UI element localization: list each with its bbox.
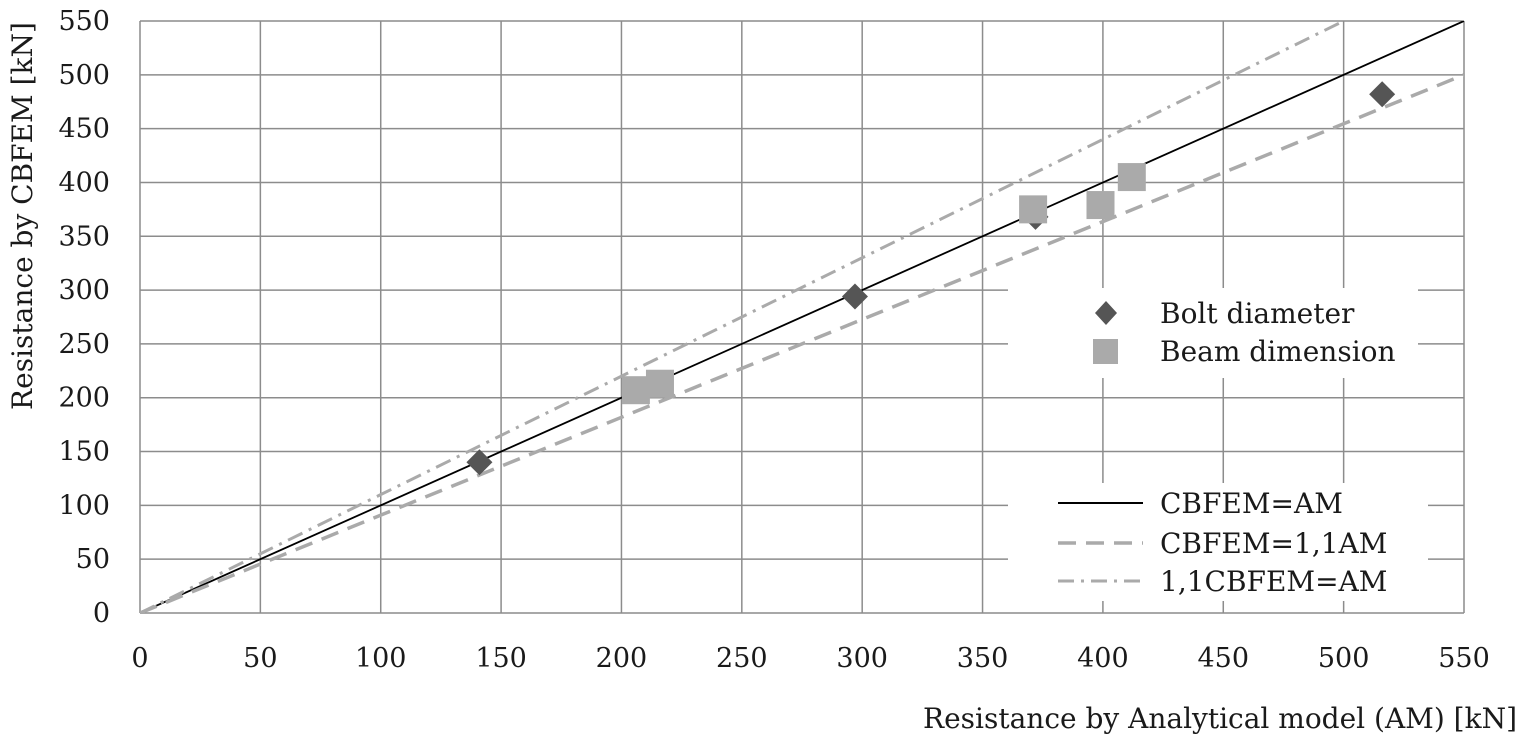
x-tick-label-11: 550 bbox=[1438, 643, 1490, 674]
point-1-2 bbox=[1019, 195, 1048, 224]
x-tick-label-9: 450 bbox=[1197, 643, 1249, 674]
legend-label-11cbfem-am: 1,1CBFEM=AM bbox=[1160, 565, 1387, 598]
x-tick-label-3: 150 bbox=[475, 643, 527, 674]
legend-label-cbfem-11am: CBFEM=1,1AM bbox=[1160, 527, 1387, 560]
legend-lines: CBFEM=AM CBFEM=1,1AM 1,1CBFEM=AM bbox=[1008, 483, 1428, 601]
y-tick-label-3: 150 bbox=[58, 437, 110, 468]
legend-label-beam-dimension: Beam dimension bbox=[1160, 335, 1396, 368]
x-tick-label-2: 100 bbox=[355, 643, 407, 674]
x-tick-label-8: 400 bbox=[1077, 643, 1129, 674]
x-tick-label-4: 200 bbox=[596, 643, 648, 674]
y-tick-label-11: 550 bbox=[58, 6, 110, 37]
reference-line-1 bbox=[140, 73, 1464, 613]
point-0-3 bbox=[1369, 81, 1396, 108]
point-1-4 bbox=[1117, 163, 1146, 192]
point-1-1 bbox=[645, 369, 674, 398]
y-tick-label-10: 500 bbox=[58, 60, 110, 91]
x-tick-label-5: 250 bbox=[716, 643, 768, 674]
y-tick-label-1: 50 bbox=[76, 544, 110, 575]
y-axis-ticks: 0 50 100 150 200 250 300 350 400 450 500 550 bbox=[58, 6, 110, 629]
y-tick-label-0: 0 bbox=[93, 598, 110, 629]
legend-marker-beam-dimension-icon bbox=[1093, 339, 1118, 364]
point-1-3 bbox=[1086, 191, 1115, 220]
y-axis-title: Resistance by CBFEM [kN] bbox=[6, 22, 39, 410]
point-0-1 bbox=[841, 283, 868, 310]
reference-lines bbox=[140, 21, 1464, 613]
point-0-0 bbox=[466, 449, 493, 476]
x-tick-label-6: 300 bbox=[836, 643, 888, 674]
legend-markers: Bolt diameter Beam dimension bbox=[1008, 288, 1418, 378]
legend-label-cbfem-am: CBFEM=AM bbox=[1160, 487, 1343, 520]
x-axis-ticks: 0 50 100 150 200 250 300 350 400 450 500 550 bbox=[131, 643, 1489, 674]
x-tick-label-1: 50 bbox=[243, 643, 277, 674]
data-points bbox=[466, 81, 1396, 476]
y-tick-label-6: 300 bbox=[58, 275, 110, 306]
legend-marker-bolt-diameter-icon bbox=[1095, 301, 1117, 325]
legend-markers-background bbox=[1008, 288, 1418, 378]
y-tick-label-2: 100 bbox=[58, 490, 110, 521]
y-tick-label-5: 250 bbox=[58, 329, 110, 360]
reference-line-0 bbox=[140, 21, 1464, 613]
y-tick-label-8: 400 bbox=[58, 167, 110, 198]
y-tick-label-9: 450 bbox=[58, 114, 110, 145]
x-axis-title: Resistance by Analytical model (AM) [kN] bbox=[923, 702, 1517, 735]
point-1-0 bbox=[621, 376, 650, 405]
y-tick-label-7: 350 bbox=[58, 221, 110, 252]
legend-label-bolt-diameter: Bolt diameter bbox=[1160, 297, 1355, 330]
x-tick-label-0: 0 bbox=[131, 643, 148, 674]
reference-line-2 bbox=[140, 21, 1345, 613]
x-tick-label-10: 500 bbox=[1318, 643, 1370, 674]
y-tick-label-4: 200 bbox=[58, 383, 110, 414]
x-tick-label-7: 350 bbox=[957, 643, 1009, 674]
